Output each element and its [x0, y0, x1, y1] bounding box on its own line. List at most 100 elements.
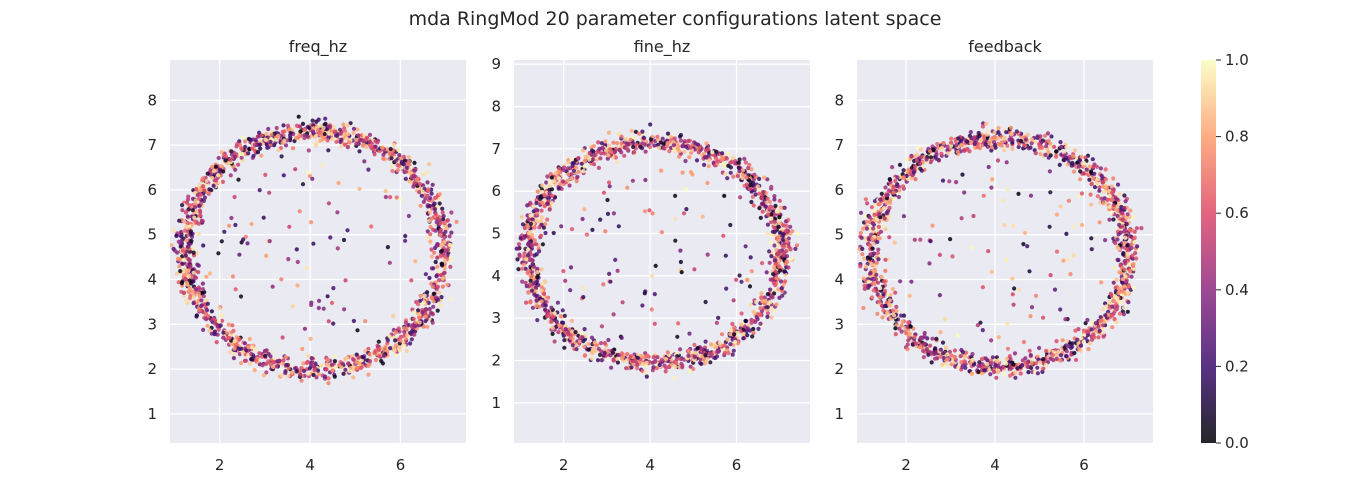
- data-point: [1021, 242, 1026, 247]
- data-point: [905, 347, 910, 352]
- data-point: [526, 268, 531, 273]
- data-point: [407, 162, 412, 167]
- data-point: [302, 326, 307, 331]
- data-point: [1079, 191, 1084, 196]
- data-point: [274, 125, 279, 131]
- data-point: [401, 154, 406, 159]
- data-point: [619, 150, 624, 155]
- data-point: [1077, 346, 1082, 352]
- data-point: [935, 141, 940, 147]
- data-point: [772, 226, 777, 231]
- data-point: [882, 288, 888, 294]
- data-point: [257, 351, 262, 356]
- colorbar-gradient: [1201, 60, 1216, 443]
- data-point: [440, 263, 445, 268]
- data-point: [576, 169, 581, 174]
- data-point: [361, 139, 366, 144]
- data-point: [223, 154, 229, 159]
- data-point: [314, 143, 319, 148]
- data-point: [996, 369, 1001, 374]
- data-point: [360, 354, 365, 360]
- data-point: [884, 193, 889, 198]
- data-point: [533, 285, 539, 290]
- data-point: [600, 145, 605, 150]
- data-point: [531, 280, 537, 286]
- data-point: [1123, 274, 1128, 279]
- data-point: [1099, 318, 1104, 323]
- data-point: [313, 361, 318, 366]
- data-point: [556, 330, 561, 335]
- data-point: [426, 300, 431, 305]
- data-point: [595, 358, 601, 363]
- data-point: [772, 219, 777, 224]
- data-point: [882, 279, 887, 284]
- data-point: [786, 265, 791, 270]
- data-point: [582, 164, 587, 169]
- data-point: [436, 243, 441, 248]
- data-point: [406, 155, 411, 160]
- data-point: [524, 257, 529, 262]
- data-point: [673, 238, 678, 243]
- data-point: [918, 155, 924, 160]
- data-point: [945, 352, 950, 357]
- data-point: [768, 300, 773, 305]
- data-point: [385, 147, 390, 152]
- data-point: [342, 307, 347, 312]
- data-point: [196, 221, 201, 226]
- data-point: [1060, 338, 1065, 343]
- data-point: [181, 290, 187, 295]
- data-point: [1047, 169, 1052, 174]
- data-point: [1054, 154, 1059, 159]
- data-point: [870, 295, 875, 300]
- data-point: [784, 254, 790, 259]
- data-point: [371, 147, 376, 152]
- data-point: [597, 352, 603, 357]
- data-point: [978, 320, 983, 325]
- data-point: [1004, 258, 1009, 263]
- data-point: [628, 137, 633, 142]
- data-point: [710, 150, 715, 155]
- data-point: [912, 164, 918, 169]
- data-point: [220, 179, 225, 184]
- data-point: [763, 298, 768, 303]
- data-point: [901, 214, 907, 219]
- data-point: [294, 369, 299, 374]
- data-point: [1077, 157, 1082, 163]
- data-point: [534, 242, 539, 247]
- data-point: [752, 310, 757, 315]
- data-point: [537, 304, 542, 309]
- data-point: [1005, 187, 1010, 192]
- data-point: [720, 157, 725, 162]
- data-point: [540, 200, 545, 205]
- data-point: [417, 315, 422, 320]
- data-point: [332, 374, 337, 379]
- data-point: [768, 287, 773, 292]
- data-point: [1095, 177, 1101, 182]
- data-point: [425, 170, 430, 175]
- data-point: [968, 130, 973, 135]
- data-point: [749, 269, 754, 274]
- data-point: [907, 293, 912, 298]
- data-point: [435, 284, 440, 289]
- data-point: [1035, 134, 1040, 139]
- data-point: [796, 231, 801, 236]
- data-point: [1131, 261, 1136, 267]
- x-tick-label: 2: [559, 456, 569, 474]
- data-point: [1016, 144, 1021, 150]
- data-point: [336, 180, 341, 186]
- data-point: [686, 138, 691, 143]
- data-point: [542, 193, 547, 198]
- data-point: [309, 356, 314, 361]
- data-point: [421, 300, 426, 305]
- data-point: [539, 288, 544, 294]
- data-point: [539, 299, 544, 304]
- data-point: [887, 298, 893, 303]
- data-point: [212, 168, 217, 174]
- data-point: [872, 281, 877, 286]
- data-point: [1018, 371, 1023, 376]
- data-point: [354, 365, 359, 370]
- data-point: [306, 148, 311, 153]
- data-point: [681, 211, 687, 216]
- data-point: [929, 350, 934, 355]
- data-point: [972, 141, 978, 146]
